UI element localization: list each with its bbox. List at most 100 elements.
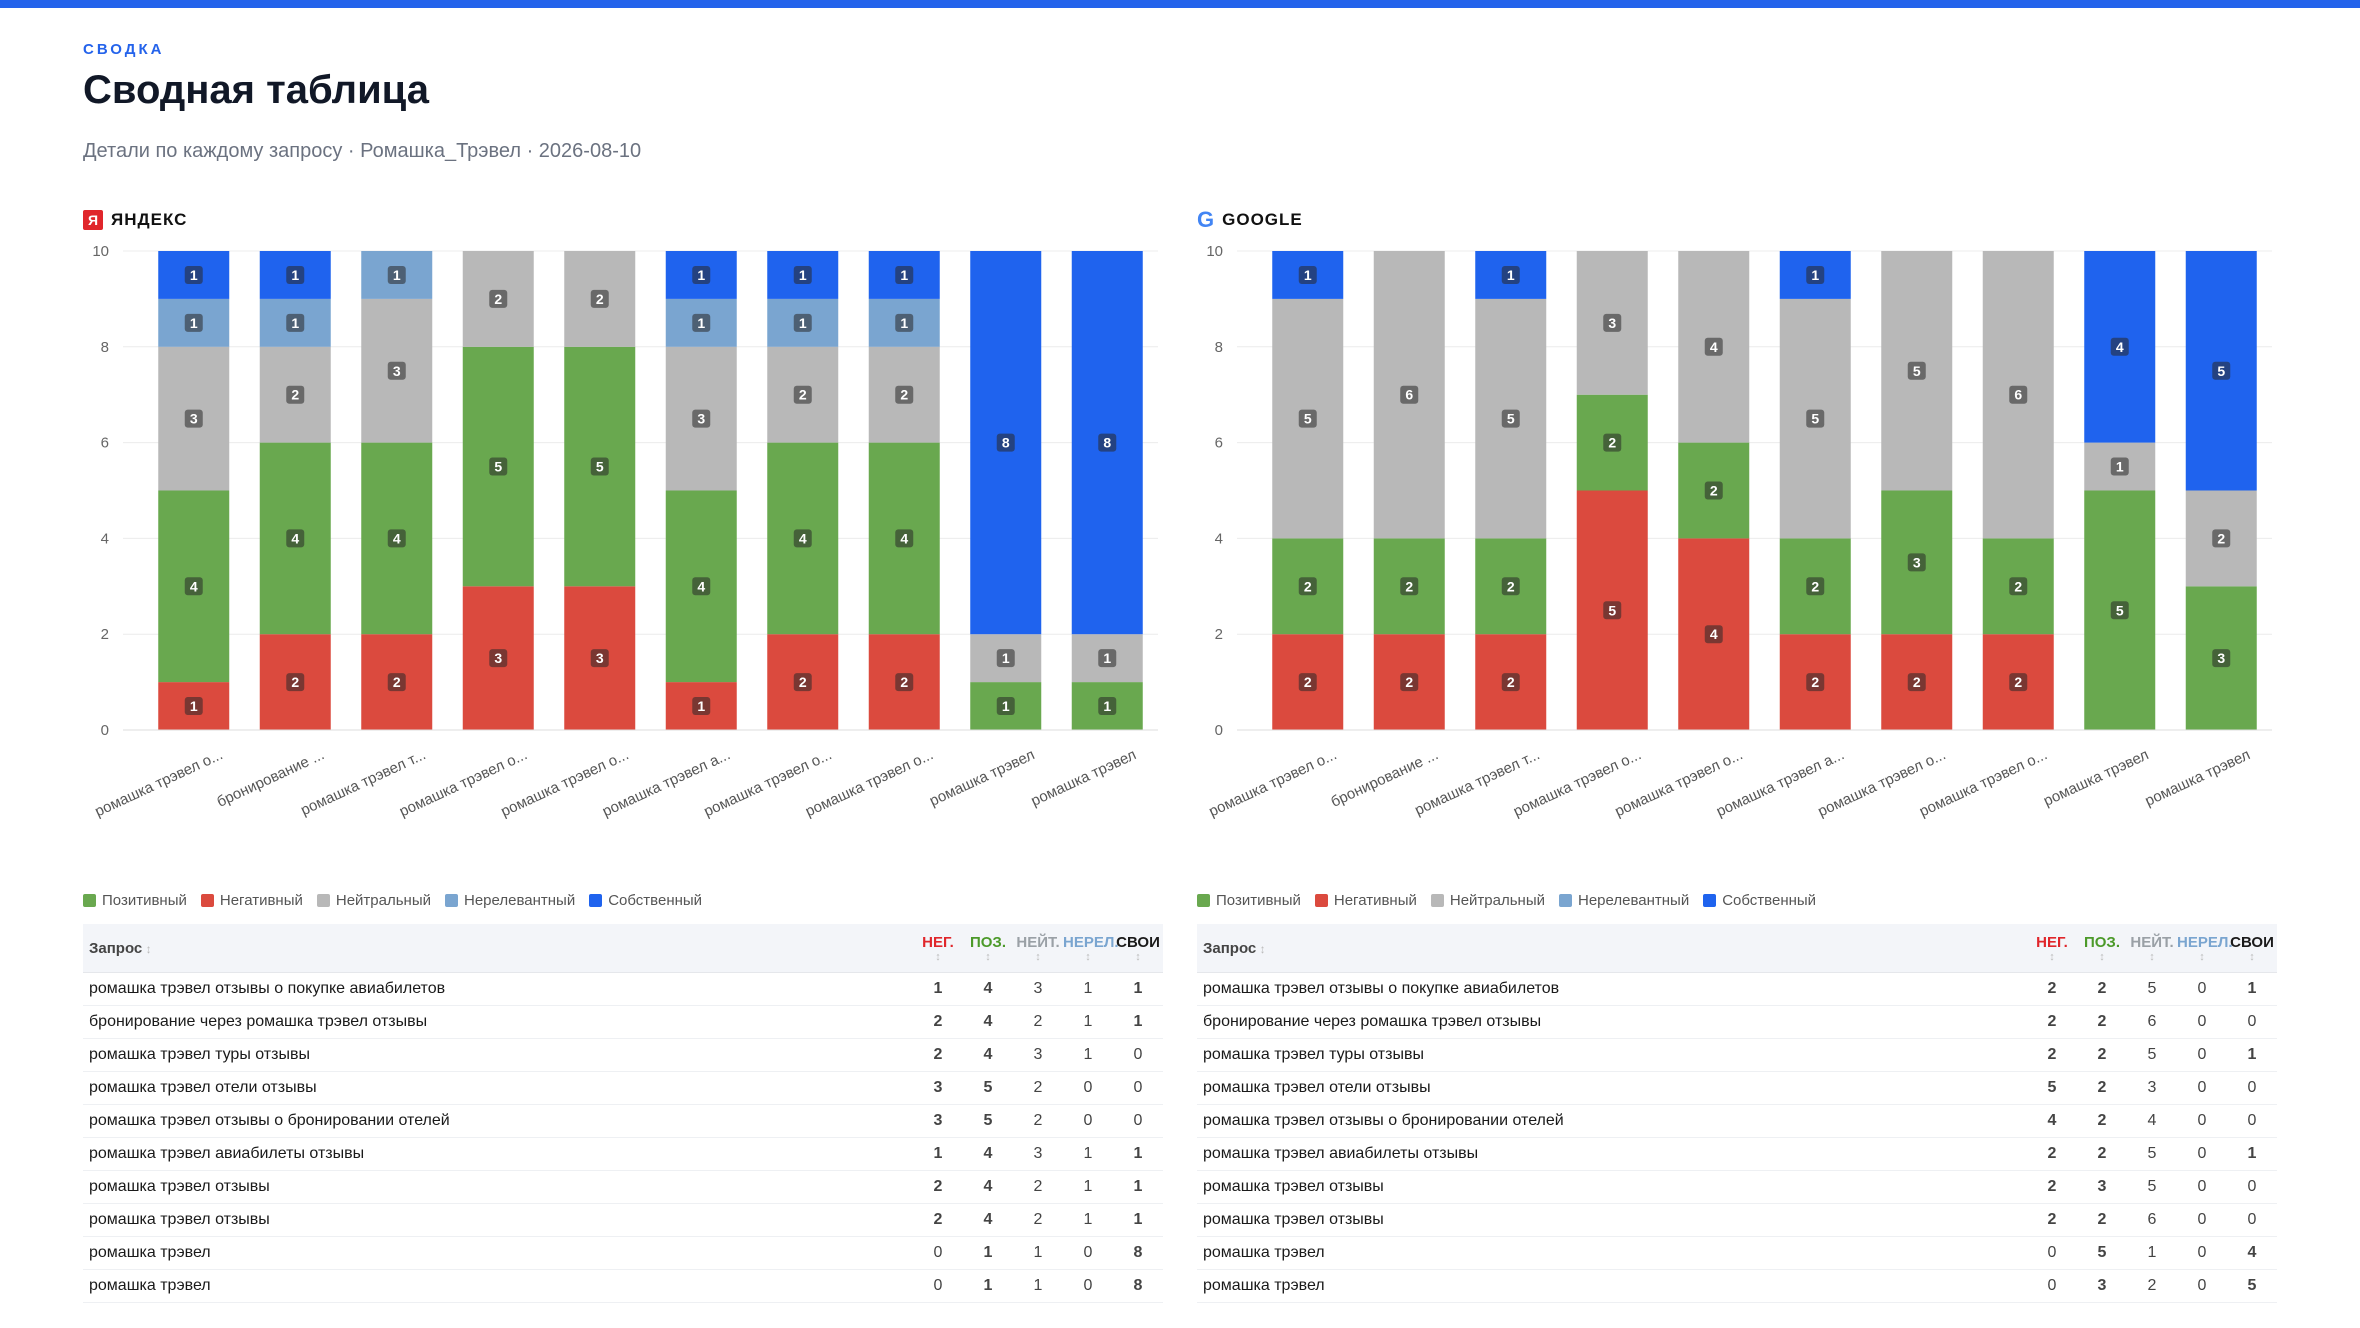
pos-count-cell: 3 xyxy=(2077,1269,2127,1303)
irr-count-cell: 0 xyxy=(1063,1269,1113,1303)
data-label: 2 xyxy=(1710,483,1718,499)
chart-legend: Позитивный Негативный Нейтральный Нерелеван… xyxy=(1197,892,1816,909)
sort-icon: ↕ xyxy=(2199,950,2205,963)
column-header-query[interactable]: Запрос ↕ xyxy=(1197,924,2027,973)
table-row[interactable]: ромашка трэвел отзывы о бронировании оте… xyxy=(83,1104,1163,1138)
table-row[interactable]: ромашка трэвел отели отзывы 5 2 3 0 0 xyxy=(1197,1071,2277,1105)
data-label: 2 xyxy=(291,674,299,690)
legend-label: Нерелевантный xyxy=(464,892,576,909)
table-row[interactable]: ромашка трэвел отзывы 2 4 2 1 1 xyxy=(83,1203,1163,1237)
table-row[interactable]: ромашка трэвел туры отзывы 2 4 3 1 0 xyxy=(83,1038,1163,1072)
legend-item-negative: Негативный xyxy=(200,892,303,909)
irr-count-cell: 0 xyxy=(1063,1104,1113,1138)
data-label: 1 xyxy=(190,698,198,714)
column-header-label: ПОЗ. xyxy=(969,933,1006,951)
data-label-badge xyxy=(1907,361,1926,380)
sort-icon: ↕ xyxy=(1135,950,1141,963)
table-row[interactable]: бронирование через ромашка трэвел отзывы… xyxy=(1197,1005,2277,1039)
table-row[interactable]: ромашка трэвел 0 1 1 0 8 xyxy=(83,1269,1163,1303)
column-header-own[interactable]: СВОИ ↕ xyxy=(1113,924,1163,973)
table-row[interactable]: ромашка трэвел 0 3 2 0 5 xyxy=(1197,1269,2277,1303)
neu-count-cell: 2 xyxy=(2127,1269,2177,1303)
yandex-panel: Я ЯНДЕКС 0 2 4 6 8 10 1 4 3 1 1 ромашка трэвел о...… xyxy=(83,200,1163,1328)
data-label: 4 xyxy=(799,530,807,546)
column-header-query[interactable]: Запрос ↕ xyxy=(83,924,913,973)
y-tick-label: 10 xyxy=(1206,243,1223,260)
data-label: 2 xyxy=(494,291,502,307)
data-label-badge xyxy=(1603,313,1622,332)
legend-swatch xyxy=(589,894,603,907)
data-label: 1 xyxy=(697,698,705,714)
data-label-badge xyxy=(387,673,406,692)
pos-count-cell: 4 xyxy=(963,1170,1013,1204)
table-row[interactable]: ромашка трэвел 0 5 1 0 4 xyxy=(1197,1236,2277,1270)
table-row[interactable]: ромашка трэвел отзывы 2 4 2 1 1 xyxy=(83,1170,1163,1204)
neu-count-cell: 2 xyxy=(1013,1104,1063,1138)
own-count-cell: 0 xyxy=(1113,1071,1163,1105)
table-row[interactable]: ромашка трэвел отзывы о покупке авиабиле… xyxy=(1197,972,2277,1006)
table-row[interactable]: ромашка трэвел отели отзывы 3 5 2 0 0 xyxy=(83,1071,1163,1105)
x-tick-label: ромашка трэвел о... xyxy=(92,746,225,820)
neg-count-cell: 0 xyxy=(913,1236,963,1270)
neg-count-cell: 2 xyxy=(913,1170,963,1204)
data-label-badge xyxy=(1501,577,1520,596)
data-label-badge xyxy=(895,673,914,692)
data-label: 4 xyxy=(697,578,705,594)
table-row[interactable]: ромашка трэвел авиабилеты отзывы 1 4 3 1 1 xyxy=(83,1137,1163,1171)
column-header-neg[interactable]: НЕГ. ↕ xyxy=(2027,924,2077,973)
data-label: 1 xyxy=(900,315,908,331)
table-row[interactable]: ромашка трэвел 0 1 1 0 8 xyxy=(83,1236,1163,1270)
column-header-pos[interactable]: ПОЗ. ↕ xyxy=(2077,924,2127,973)
query-cell: ромашка трэвел отзывы о бронировании оте… xyxy=(1197,1104,2027,1138)
table-row[interactable]: бронирование через ромашка трэвел отзывы… xyxy=(83,1005,1163,1039)
x-tick-label: ромашка трэвел xyxy=(2142,746,2253,810)
x-tick-label: ромашка трэвел xyxy=(1028,746,1139,810)
column-header-irr[interactable]: НЕРЕЛ. ↕ xyxy=(1063,924,1119,973)
data-label: 4 xyxy=(1710,626,1718,642)
data-label: 1 xyxy=(1103,650,1111,666)
column-header-irr[interactable]: НЕРЕЛ. ↕ xyxy=(2177,924,2233,973)
data-label: 3 xyxy=(596,650,604,666)
neu-count-cell: 3 xyxy=(1013,1137,1063,1171)
neg-count-cell: 2 xyxy=(913,1203,963,1237)
data-label: 2 xyxy=(1507,578,1515,594)
legend-swatch xyxy=(1559,894,1572,907)
column-header-neu[interactable]: НЕЙТ. ↕ xyxy=(1013,924,1063,973)
legend-swatch xyxy=(200,894,214,907)
data-label: 4 xyxy=(291,530,299,546)
data-label-badge xyxy=(895,385,914,404)
legend-item-negative: Негативный xyxy=(1314,892,1417,909)
irr-count-cell: 0 xyxy=(2177,1203,2227,1237)
table-row[interactable]: ромашка трэвел отзывы о покупке авиабиле… xyxy=(83,972,1163,1006)
data-label-badge xyxy=(1806,265,1825,284)
column-header-neg[interactable]: НЕГ. ↕ xyxy=(913,924,963,973)
data-label-badge xyxy=(2110,337,2129,356)
data-label-badge xyxy=(793,265,812,284)
data-label-badge xyxy=(184,265,203,284)
legend-item-positive: Позитивный xyxy=(83,892,187,909)
data-label-badge xyxy=(2009,673,2028,692)
data-label-badge xyxy=(2110,457,2129,476)
own-count-cell: 0 xyxy=(2227,1203,2277,1237)
data-label: 2 xyxy=(1608,435,1616,451)
column-header-own[interactable]: СВОИ ↕ xyxy=(2227,924,2277,973)
table-row[interactable]: ромашка трэвел отзывы о бронировании оте… xyxy=(1197,1104,2277,1138)
table-row[interactable]: ромашка трэвел отзывы 2 2 6 0 0 xyxy=(1197,1203,2277,1237)
data-label-badge xyxy=(286,529,305,548)
column-header-label: СВОИ xyxy=(1116,933,1160,951)
legend-label: Собственный xyxy=(1722,892,1817,909)
table-row[interactable]: ромашка трэвел туры отзывы 2 2 5 0 1 xyxy=(1197,1038,2277,1072)
pos-count-cell: 2 xyxy=(2077,1104,2127,1138)
query-cell: бронирование через ромашка трэвел отзывы xyxy=(83,1005,913,1039)
neg-count-cell: 3 xyxy=(913,1071,963,1105)
table-row[interactable]: ромашка трэвел отзывы 2 3 5 0 0 xyxy=(1197,1170,2277,1204)
table-row[interactable]: ромашка трэвел авиабилеты отзывы 2 2 5 0 1 xyxy=(1197,1137,2277,1171)
column-header-neu[interactable]: НЕЙТ. ↕ xyxy=(2127,924,2177,973)
column-header-pos[interactable]: ПОЗ. ↕ xyxy=(963,924,1013,973)
neg-count-cell: 2 xyxy=(2027,972,2077,1006)
data-label-badge xyxy=(387,361,406,380)
data-label: 3 xyxy=(1913,554,1921,570)
data-label-badge xyxy=(1098,697,1117,716)
data-label-badge xyxy=(1400,673,1419,692)
legend-swatch xyxy=(316,894,330,907)
